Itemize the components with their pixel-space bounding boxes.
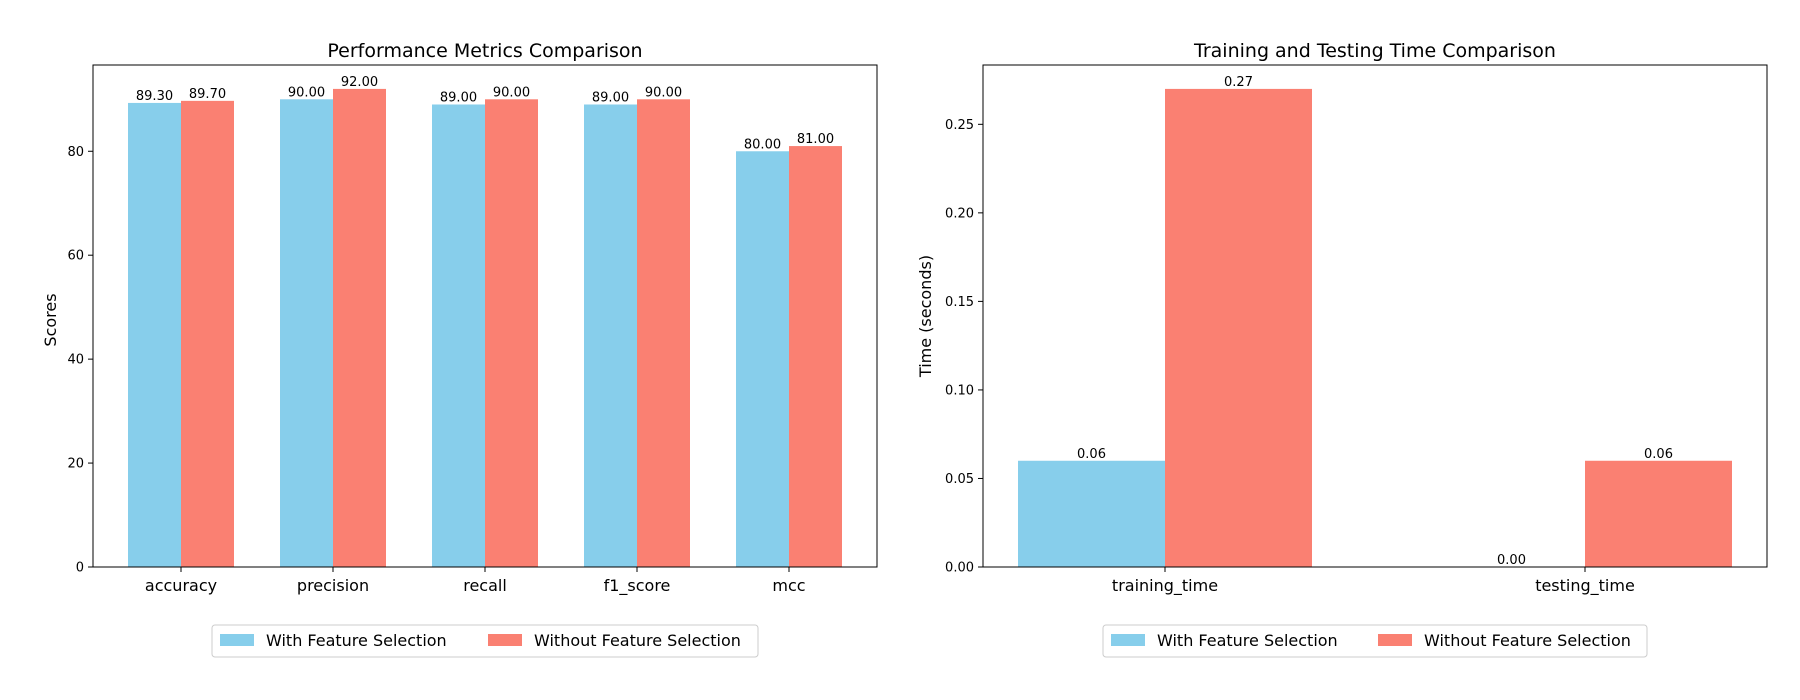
bar-testing_time-without (1585, 460, 1732, 567)
y-axis-label: Time (seconds) (916, 255, 935, 378)
legend-label-without: Without Feature Selection (534, 631, 741, 650)
bar-value-label: 81.00 (797, 132, 834, 147)
legend-label-with: With Feature Selection (266, 631, 447, 650)
x-tick-label: precision (297, 576, 369, 595)
legend: With Feature Selection Without Feature S… (211, 624, 759, 658)
bar-training_time-with (1018, 460, 1165, 567)
legend-swatch-without (1378, 634, 1412, 646)
legend: With Feature Selection Without Feature S… (1102, 624, 1648, 658)
bar-mcc-without (789, 146, 842, 567)
legend-box (1102, 624, 1648, 658)
legend-label-without: Without Feature Selection (1424, 631, 1631, 650)
x-tick-label: accuracy (145, 576, 217, 595)
y-tick-label: 0.00 (945, 561, 974, 576)
bar-value-label: 89.00 (592, 90, 629, 105)
legend-box (211, 624, 759, 658)
y-ticks-group: 0.00 0.05 0.10 0.15 0.20 0.25 (945, 118, 983, 576)
bar-value-label: 89.00 (440, 90, 477, 105)
bar-value-label: 90.00 (493, 85, 530, 100)
bar-f1_score-with (584, 104, 637, 568)
bar-value-label: 90.00 (288, 85, 325, 100)
bar-precision-with (280, 99, 333, 568)
y-tick-label: 0.20 (945, 206, 974, 221)
y-tick-label: 0 (76, 561, 84, 576)
bar-training_time-without (1165, 88, 1312, 568)
legend-swatch-with (220, 634, 254, 646)
y-tick-label: 0.10 (945, 383, 974, 398)
x-tick-label: recall (463, 576, 507, 595)
x-tick-label: f1_score (604, 576, 671, 596)
bar-recall-with (432, 104, 485, 568)
bar-accuracy-with (128, 102, 181, 567)
x-ticks-group: training_time testing_time (1112, 567, 1635, 596)
bar-value-label: 80.00 (744, 137, 781, 152)
y-tick-label: 0.05 (945, 472, 974, 487)
y-axis-label: Scores (41, 293, 60, 346)
training-testing-time-chart: Training and Testing Time Comparison Tim… (916, 40, 1768, 658)
performance-metrics-chart: Performance Metrics Comparison Scores 89… (41, 40, 878, 658)
legend-label-with: With Feature Selection (1157, 631, 1338, 650)
chart-title: Performance Metrics Comparison (327, 40, 642, 62)
y-tick-label: 20 (67, 457, 84, 472)
legend-swatch-with (1111, 634, 1145, 646)
y-tick-label: 0.15 (945, 295, 974, 310)
bars-group (128, 88, 842, 568)
bar-value-label: 0.00 (1497, 553, 1526, 568)
bar-value-label: 89.30 (136, 89, 173, 104)
bars-group (1018, 88, 1732, 568)
plot-frame (92, 64, 878, 568)
x-ticks-group: accuracy precision recall f1_score mcc (145, 567, 806, 596)
bar-f1_score-without (637, 99, 690, 568)
plot-frame (982, 64, 1768, 568)
bar-precision-without (333, 88, 386, 568)
y-tick-label: 80 (67, 145, 84, 160)
bar-accuracy-without (181, 100, 234, 567)
bar-value-label: 89.70 (189, 87, 226, 102)
y-ticks-group: 0 20 40 60 80 (67, 145, 93, 576)
x-tick-label: mcc (772, 576, 805, 595)
bar-value-label: 0.27 (1224, 75, 1253, 90)
bar-value-label: 92.00 (341, 75, 378, 90)
bar-mcc-with (736, 151, 789, 567)
bar-recall-without (485, 99, 538, 568)
bar-value-label: 0.06 (1077, 447, 1106, 462)
y-tick-label: 0.25 (945, 118, 974, 133)
chart-title: Training and Testing Time Comparison (1193, 40, 1556, 62)
bar-value-label: 90.00 (645, 85, 682, 100)
y-tick-label: 60 (67, 249, 84, 264)
legend-swatch-without (488, 634, 522, 646)
y-tick-label: 40 (67, 353, 84, 368)
data-labels-group: 89.30 89.70 90.00 92.00 89.00 90.00 89.00 90.00… (136, 75, 834, 152)
data-labels-group: 0.06 0.27 0.00 0.06 (1077, 75, 1673, 568)
bar-value-label: 0.06 (1644, 447, 1673, 462)
x-tick-label: training_time (1112, 576, 1218, 596)
x-tick-label: testing_time (1535, 576, 1635, 596)
